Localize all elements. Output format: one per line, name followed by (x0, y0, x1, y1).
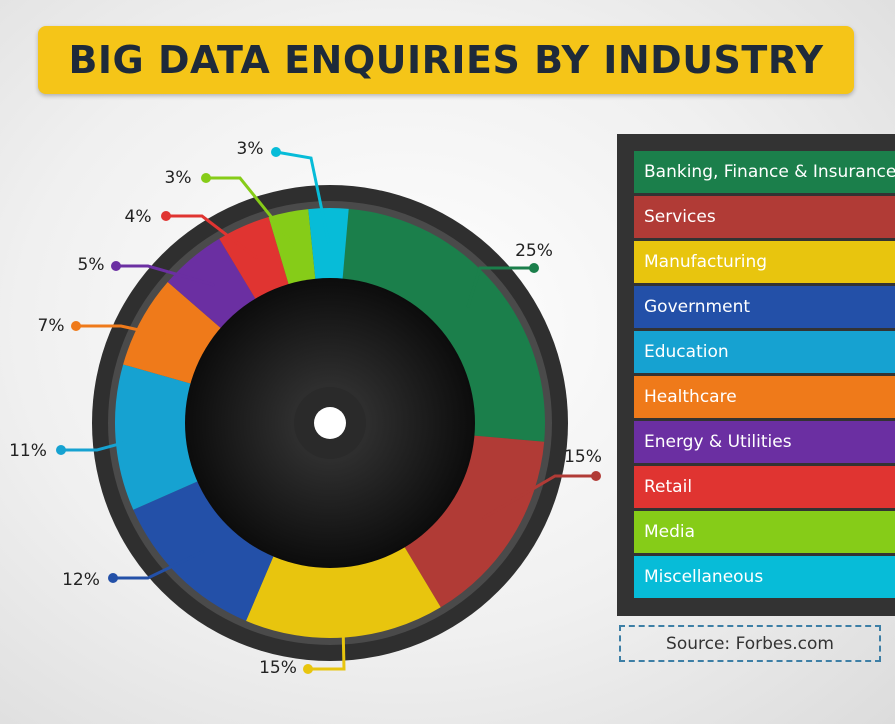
leader-line-2 (481, 474, 596, 520)
leader-dot-3 (303, 664, 313, 674)
leader-line-8 (166, 214, 259, 260)
legend-item-5: Education (634, 331, 895, 373)
donut-center-dot (314, 407, 346, 439)
legend-item-7: Energy & Utilities (634, 421, 895, 463)
legend-item-3: Manufacturing (634, 241, 895, 283)
leader-line-7 (116, 264, 215, 287)
leader-dot-10 (271, 147, 281, 157)
legend-item-9: Media (634, 511, 895, 553)
leader-dot-7 (111, 261, 121, 271)
legend-item-2: Services (634, 196, 895, 238)
leader-dot-9 (201, 173, 211, 183)
data-label-8: 4% (125, 207, 152, 227)
leader-line-4 (113, 549, 205, 580)
legend-item-1: Banking, Finance & Insurance (634, 151, 895, 193)
leader-line-3 (308, 602, 346, 671)
donut-slice-8 (219, 216, 291, 303)
leader-line-1 (466, 266, 534, 308)
data-label-9: 3% (165, 168, 192, 188)
donut-slice-6 (123, 281, 225, 385)
leader-dot-8 (161, 211, 171, 221)
leader-line-9 (206, 176, 297, 248)
chart-title: BIG DATA ENQUIRIES BY INDUSTRY (68, 38, 824, 82)
data-label-1: 25% (515, 241, 553, 261)
leader-dot-4 (108, 573, 118, 583)
leader-dot-6 (71, 321, 81, 331)
title-banner: BIG DATA ENQUIRIES BY INDUSTRY (38, 26, 854, 94)
data-label-10: 3% (237, 139, 264, 159)
data-label-3: 15% (259, 658, 297, 678)
legend-item-10: Miscellaneous (634, 556, 895, 598)
donut-slice-3 (245, 543, 441, 638)
leader-dot-2 (591, 471, 601, 481)
source-text: Source: Forbes.com (666, 633, 834, 654)
legend-item-4: Government (634, 286, 895, 328)
source-box: Source: Forbes.com (619, 625, 881, 662)
leader-dot-1 (529, 263, 539, 273)
donut-slice-2 (402, 435, 545, 608)
data-label-4: 12% (62, 570, 100, 590)
legend-item-8: Retail (634, 466, 895, 508)
data-label-2: 15% (564, 447, 602, 467)
leader-line-10 (275, 150, 331, 244)
donut-slice-10 (308, 208, 349, 284)
donut-slice-4 (133, 479, 276, 621)
data-label-5: 11% (9, 441, 47, 461)
leader-line-5 (61, 434, 151, 452)
donut-slice-1 (342, 208, 546, 442)
donut-slice-5 (114, 364, 202, 510)
legend-item-6: Healthcare (634, 376, 895, 418)
data-label-7: 5% (78, 255, 105, 275)
leader-dot-5 (56, 445, 66, 455)
leader-line-6 (76, 324, 172, 339)
legend: Banking, Finance & Insurance Services Manu… (617, 134, 895, 616)
data-label-6: 7% (38, 316, 65, 336)
